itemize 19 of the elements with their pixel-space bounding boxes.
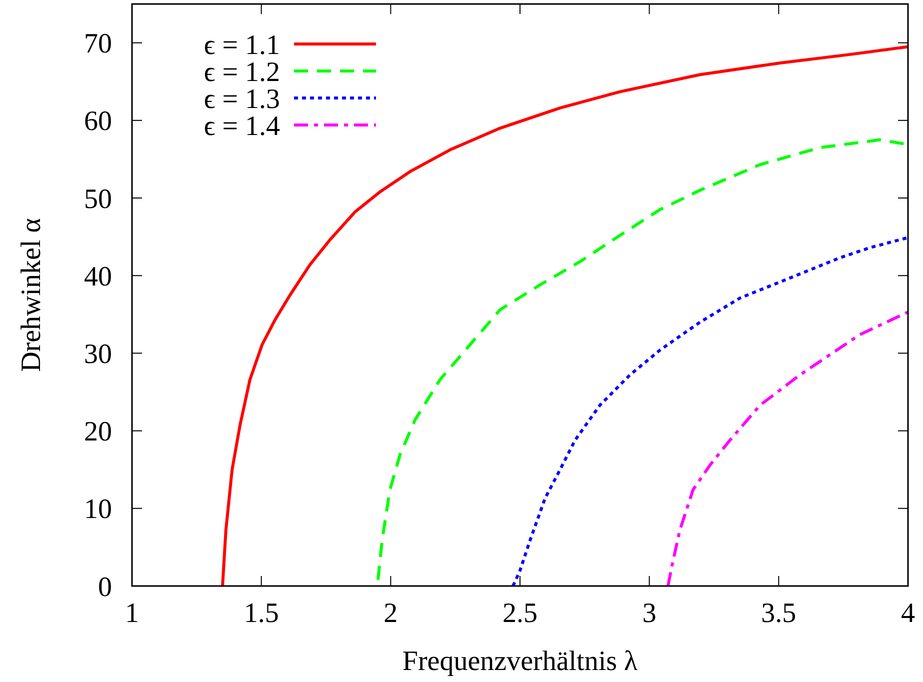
y-tick-label: 10 [84, 494, 112, 526]
y-tick-label: 60 [84, 106, 112, 138]
x-tick-label: 1.5 [244, 598, 279, 629]
y-axis-title: Drehwinkel α [16, 218, 47, 372]
x-tick-label: 2 [384, 598, 398, 629]
x-tick-label: 3 [642, 598, 656, 629]
y-tick-label: 50 [84, 184, 112, 215]
x-axis-title: Frequenzverhältnis λ [402, 646, 638, 677]
line-series [666, 310, 908, 586]
x-tick-label: 1 [125, 598, 139, 629]
x-tick-label: 4 [901, 598, 915, 629]
y-tick-label: 70 [84, 28, 112, 60]
y-tick-label: 0 [98, 572, 112, 603]
y-tick-label: 30 [84, 339, 112, 370]
x-tick-label: 2.5 [502, 598, 538, 629]
x-tick-label: 3.5 [761, 598, 796, 629]
y-tick-label: 40 [84, 261, 112, 292]
line-series [512, 236, 908, 586]
y-tick-label: 20 [84, 416, 112, 448]
